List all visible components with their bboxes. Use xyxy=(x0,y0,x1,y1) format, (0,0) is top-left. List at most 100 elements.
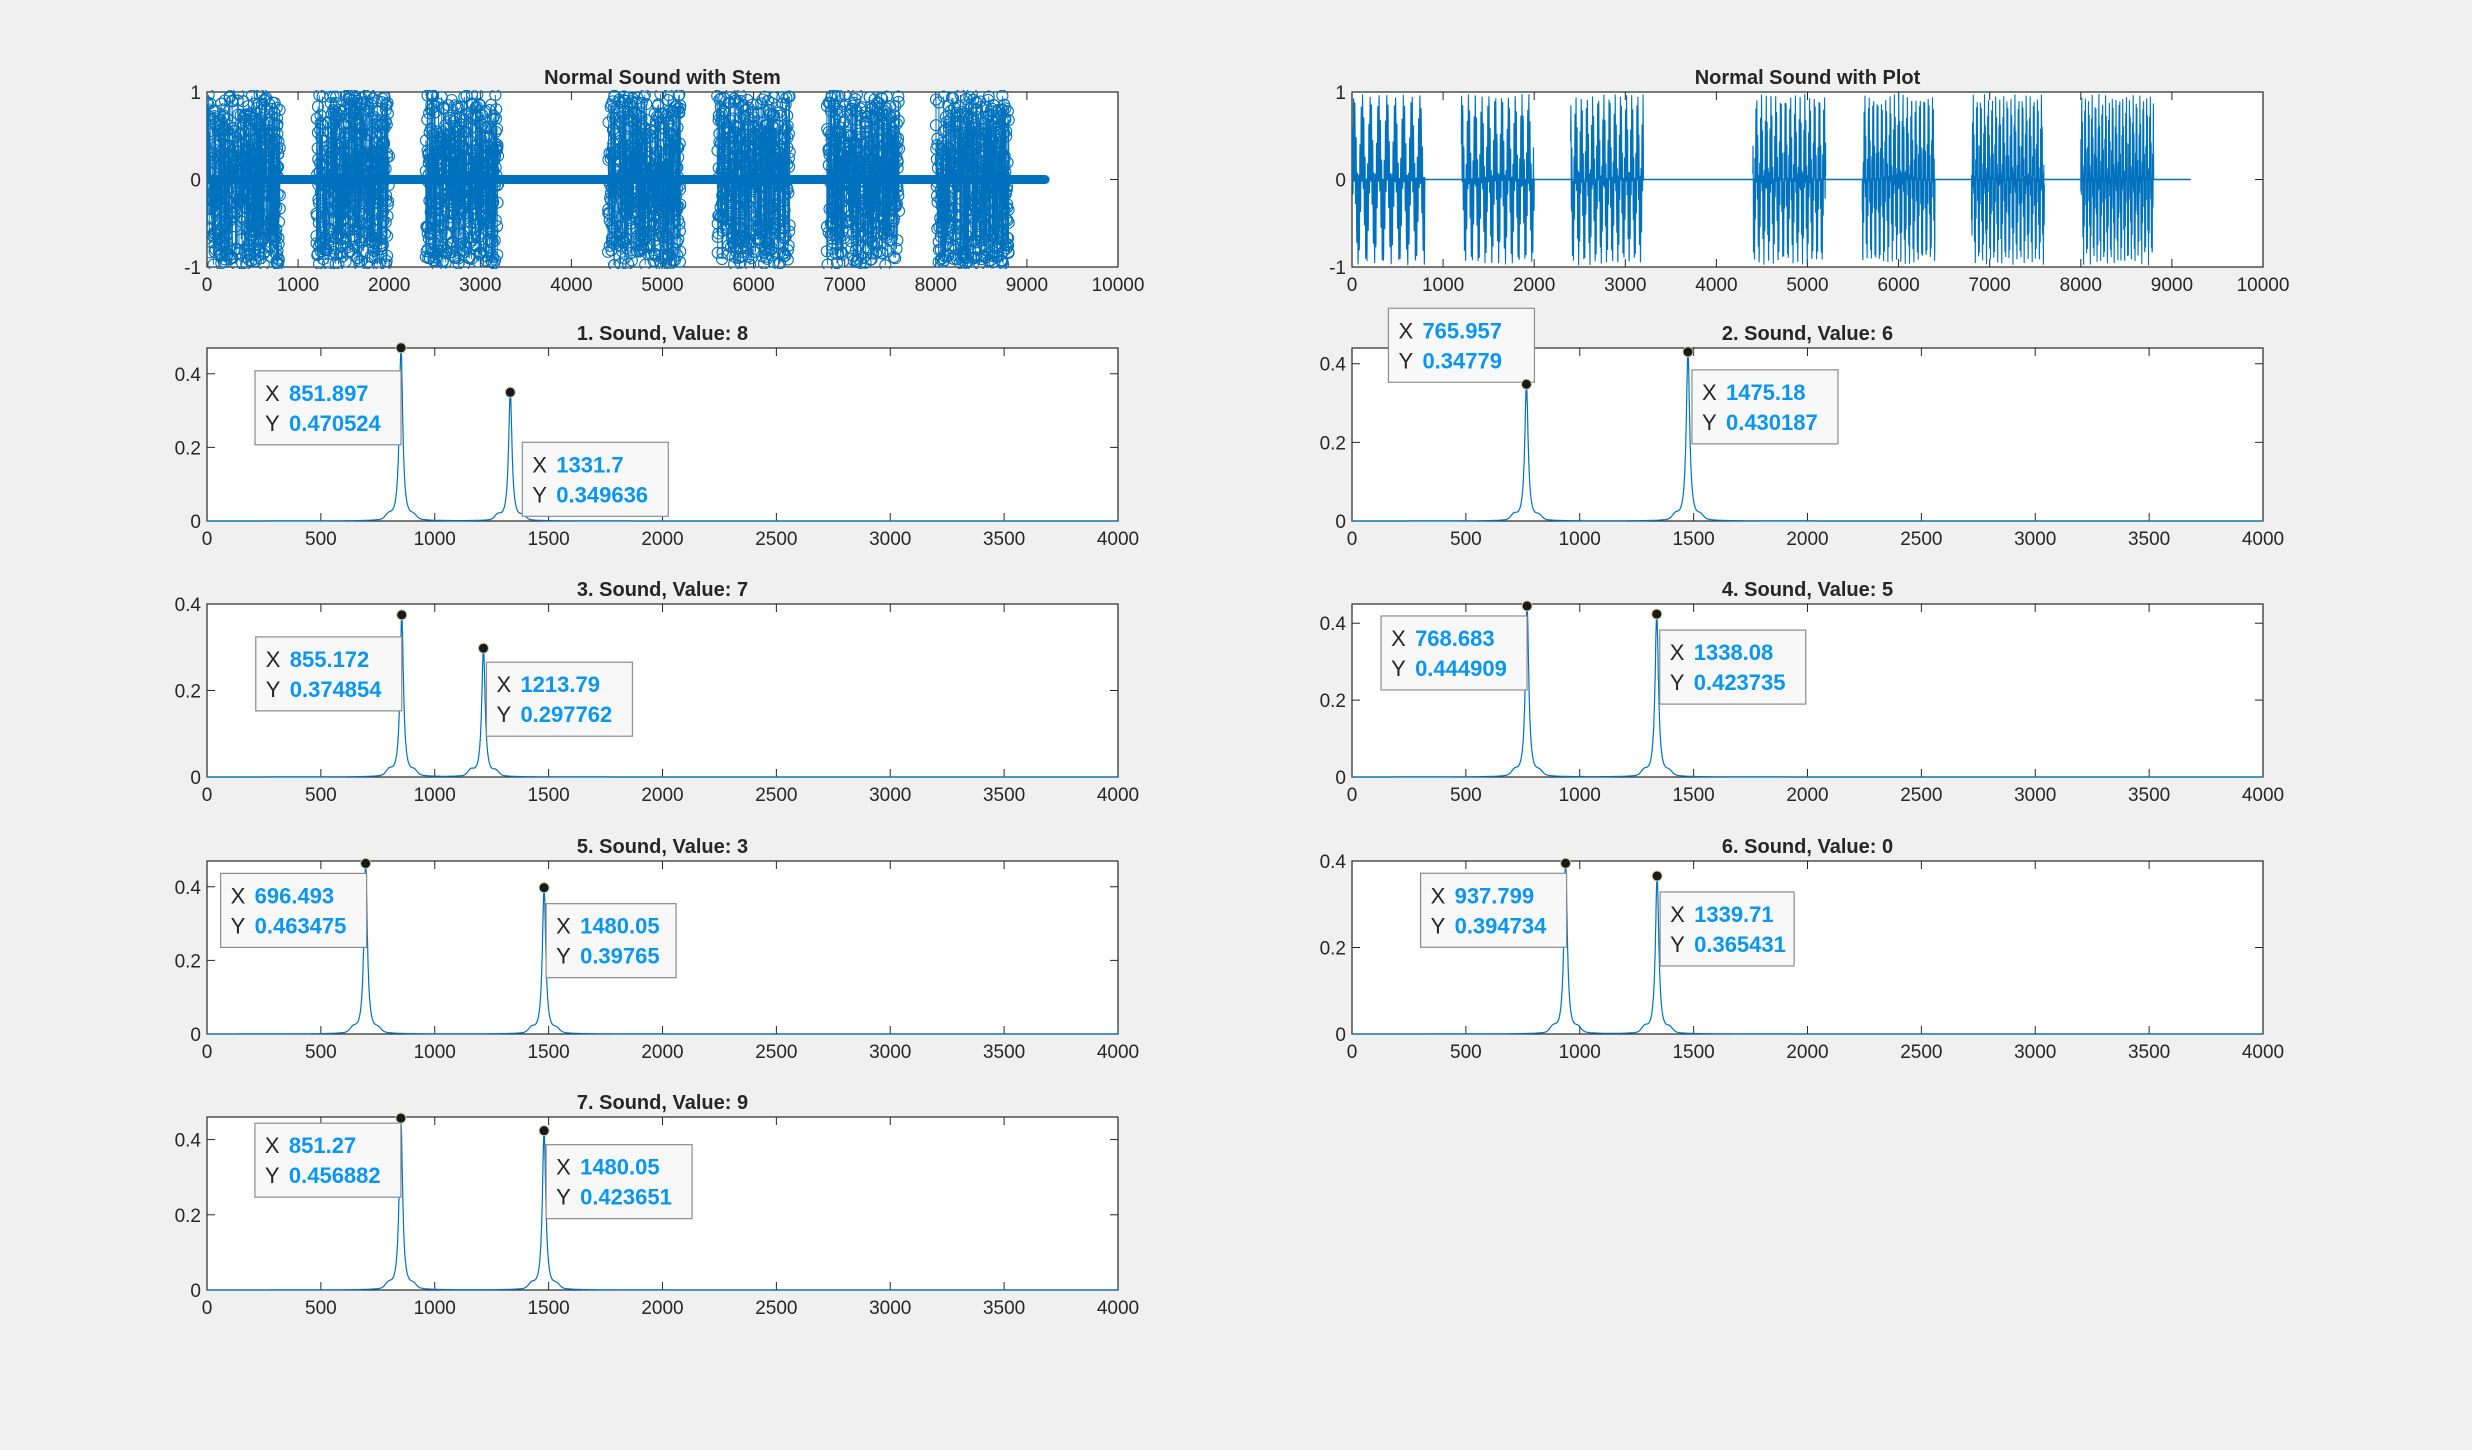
x-tick-label: 3000 xyxy=(869,1298,911,1319)
stem-marker xyxy=(826,162,839,175)
stem-marker xyxy=(713,136,726,149)
stem-marker xyxy=(873,245,886,258)
datatip-1[interactable]: X 851.27 Y 0.456882 xyxy=(254,1112,407,1198)
peak-marker[interactable] xyxy=(1651,608,1663,620)
stem-marker xyxy=(884,163,897,176)
datatip-2[interactable]: X 1339.71 Y 0.365431 xyxy=(1651,870,1795,967)
peak-marker[interactable] xyxy=(1560,857,1572,869)
stem-marker xyxy=(436,177,450,190)
stem-marker xyxy=(779,188,792,201)
datatip-1[interactable]: X 937.799 Y 0.394734 xyxy=(1419,857,1572,948)
stem-marker xyxy=(635,117,648,130)
datatip-1[interactable]: X 855.172 Y 0.374854 xyxy=(255,609,408,712)
datatip-2[interactable]: X 1331.7 Y 0.349636 xyxy=(504,386,669,517)
peak-marker[interactable] xyxy=(1651,870,1663,882)
stem-marker xyxy=(748,138,762,151)
x-tick-label: 2000 xyxy=(1513,275,1555,296)
datatip-2[interactable]: X 1480.05 Y 0.39765 xyxy=(538,882,677,979)
stem-marker xyxy=(360,113,374,126)
stem-marker xyxy=(642,155,655,168)
stem-marker xyxy=(650,110,664,123)
stem-marker xyxy=(634,234,647,247)
x-tick-label: 3000 xyxy=(459,275,501,296)
datatip-y-value: 0.463475 xyxy=(255,913,347,938)
stem-marker xyxy=(489,175,502,188)
stem-marker xyxy=(715,253,729,266)
stem-marker xyxy=(850,104,863,117)
peak-marker[interactable] xyxy=(360,857,372,869)
stem-marker xyxy=(851,221,864,234)
datatip-1[interactable]: X 765.957 Y 0.34779 xyxy=(1387,307,1536,390)
stem-marker xyxy=(939,153,952,166)
datatip-1[interactable]: X 851.897 Y 0.470524 xyxy=(254,342,407,446)
stem-marker xyxy=(662,159,675,172)
datatip-2[interactable]: X 1480.05 Y 0.423651 xyxy=(538,1125,693,1220)
stem-marker xyxy=(948,181,961,194)
stem-marker xyxy=(874,179,887,192)
peak-marker[interactable] xyxy=(396,609,408,621)
stem-marker xyxy=(314,109,327,122)
peak-marker[interactable] xyxy=(538,882,550,894)
stem-marker xyxy=(972,176,985,189)
stem-marker xyxy=(961,256,974,269)
stem-marker xyxy=(468,156,481,169)
stem-marker xyxy=(641,188,655,201)
stem-marker xyxy=(320,140,334,153)
peak-marker[interactable] xyxy=(538,1125,550,1137)
stem-marker xyxy=(379,189,393,202)
datatip-1[interactable]: X 696.493 Y 0.463475 xyxy=(220,857,372,949)
stem-marker xyxy=(824,217,837,230)
stem-marker xyxy=(337,118,350,131)
stem-marker xyxy=(775,162,788,175)
stem-marker xyxy=(215,239,228,252)
datatip-x-value: 1213.79 xyxy=(520,672,600,697)
y-tick-label: 0 xyxy=(190,171,201,192)
stem-marker xyxy=(738,190,751,203)
stem-marker xyxy=(268,125,281,138)
datatip-2[interactable]: X 1213.79 Y 0.297762 xyxy=(477,642,634,737)
datatip-2[interactable]: X 1475.18 Y 0.430187 xyxy=(1682,346,1839,445)
stem-marker xyxy=(639,204,652,217)
datatip-y-value: 0.365431 xyxy=(1694,932,1786,957)
peak-marker[interactable] xyxy=(1682,346,1694,358)
datatip-x-value: 1331.7 xyxy=(556,452,623,477)
stem-marker xyxy=(320,244,333,257)
stem-marker xyxy=(428,106,442,119)
stem-marker xyxy=(349,101,362,114)
peak-marker[interactable] xyxy=(504,386,516,398)
peak-marker[interactable] xyxy=(395,342,407,354)
peak-marker[interactable] xyxy=(1520,378,1532,390)
stem-marker xyxy=(835,246,848,259)
x-tick-label: 2000 xyxy=(1786,1042,1828,1063)
stem-marker xyxy=(312,257,326,269)
peak-marker[interactable] xyxy=(477,642,489,654)
x-tick-label: 3000 xyxy=(869,529,911,550)
stem-marker xyxy=(433,163,446,176)
stem-marker xyxy=(633,143,646,156)
stem-marker xyxy=(422,220,435,233)
stem-marker xyxy=(869,99,882,112)
stem-marker xyxy=(373,258,386,269)
stem-marker xyxy=(727,180,740,193)
stem-marker xyxy=(346,162,359,175)
stem-marker xyxy=(446,137,459,150)
stem-marker xyxy=(783,219,796,232)
stem-marker xyxy=(373,240,387,253)
stem-marker xyxy=(353,182,366,195)
x-tick-label: 500 xyxy=(305,1298,337,1319)
stem-marker xyxy=(756,180,769,193)
stem-marker xyxy=(651,145,664,158)
peak-marker[interactable] xyxy=(1521,600,1533,612)
peak-marker[interactable] xyxy=(395,1112,407,1124)
stem-marker xyxy=(767,150,780,163)
datatip-2[interactable]: X 1338.08 Y 0.423735 xyxy=(1651,608,1807,705)
datatip-1[interactable]: X 768.683 Y 0.444909 xyxy=(1380,600,1533,691)
stem-marker xyxy=(871,160,884,173)
stem-marker xyxy=(367,196,380,209)
stem-marker xyxy=(830,175,843,188)
stem-marker xyxy=(826,166,839,179)
stem-marker xyxy=(430,198,443,211)
stem-marker xyxy=(760,196,774,209)
stem-marker xyxy=(318,220,331,233)
plot-burst-3 xyxy=(1570,94,1645,266)
